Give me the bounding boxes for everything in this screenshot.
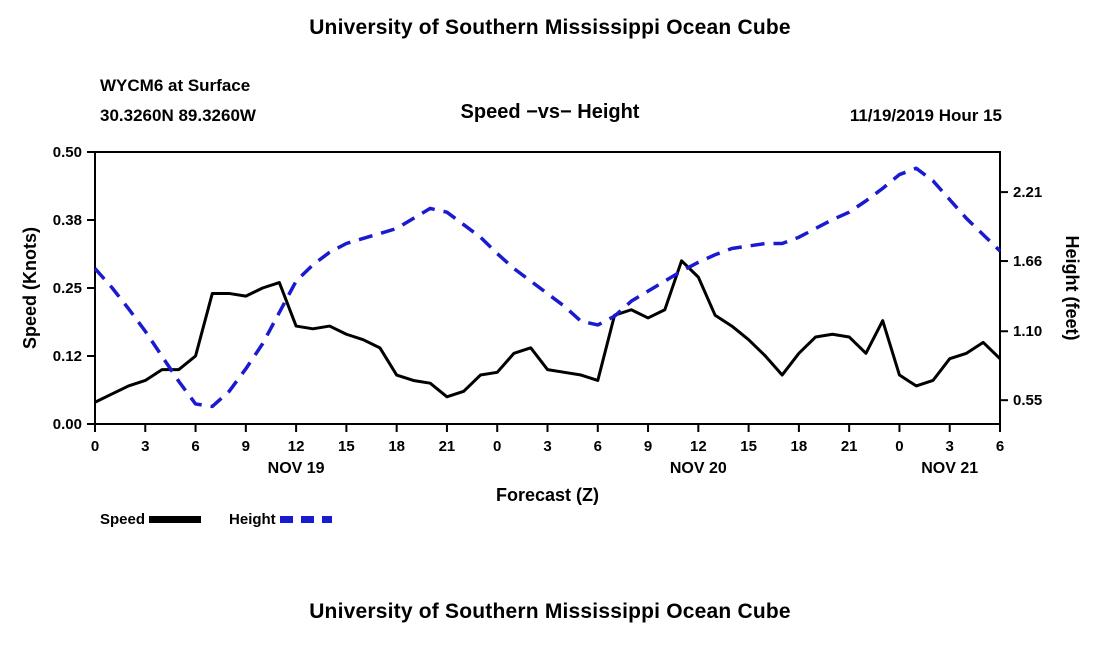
svg-text:12: 12	[690, 438, 707, 455]
svg-text:9: 9	[644, 438, 652, 455]
svg-text:3: 3	[946, 438, 954, 455]
svg-text:0.55: 0.55	[1013, 392, 1042, 409]
svg-text:0: 0	[91, 438, 99, 455]
legend-height-line-swatch	[279, 516, 332, 523]
legend-speed-label: Speed	[100, 511, 146, 528]
svg-text:3: 3	[141, 438, 149, 455]
svg-text:NOV 20: NOV 20	[670, 460, 727, 477]
coordinates-label: 30.3260N 89.3260W	[100, 106, 256, 125]
station-label: WYCM6 at Surface	[100, 76, 251, 95]
svg-text:6: 6	[191, 438, 199, 455]
svg-text:0.50: 0.50	[53, 144, 82, 161]
svg-text:Speed (Knots): Speed (Knots)	[20, 227, 40, 349]
svg-text:0.00: 0.00	[53, 416, 82, 433]
page-title-bottom: University of Southern Mississippi Ocean…	[309, 600, 791, 623]
page-title-top: University of Southern Mississippi Ocean…	[309, 16, 791, 39]
svg-text:12: 12	[288, 438, 305, 455]
svg-text:15: 15	[338, 438, 355, 455]
svg-text:9: 9	[242, 438, 250, 455]
svg-text:18: 18	[791, 438, 808, 455]
svg-text:Forecast (Z): Forecast (Z)	[496, 485, 599, 505]
svg-text:1.10: 1.10	[1013, 323, 1042, 340]
legend-speed-line-swatch	[149, 516, 202, 523]
svg-text:21: 21	[439, 438, 456, 455]
svg-text:6: 6	[594, 438, 602, 455]
svg-text:15: 15	[740, 438, 757, 455]
svg-text:0.25: 0.25	[53, 280, 82, 297]
svg-text:NOV 19: NOV 19	[268, 460, 325, 477]
chart-legend: Speed Height	[100, 511, 360, 528]
svg-text:2.21: 2.21	[1013, 184, 1042, 201]
chart-canvas: 0.00 0.12 0.25 0.38 0.50 0.55 1.10 1.66 2.21 0 3 6 9…	[20, 144, 1082, 505]
svg-text:6: 6	[996, 438, 1004, 455]
svg-text:21: 21	[841, 438, 858, 455]
svg-text:0: 0	[493, 438, 501, 455]
series-line-speed	[94, 259, 1002, 404]
svg-text:Height (feet): Height (feet)	[1062, 236, 1082, 341]
svg-text:3: 3	[543, 438, 551, 455]
svg-text:0.38: 0.38	[53, 212, 82, 229]
svg-text:1.66: 1.66	[1013, 253, 1042, 270]
svg-text:18: 18	[388, 438, 405, 455]
svg-text:0.12: 0.12	[53, 348, 82, 365]
svg-text:NOV 21: NOV 21	[921, 460, 978, 477]
datetime-label: 11/19/2019 Hour 15	[849, 106, 1002, 125]
series-line-height	[93, 166, 1002, 409]
legend-height-label: Height	[229, 511, 276, 528]
svg-text:0: 0	[895, 438, 903, 455]
chart-title: Speed −vs− Height	[460, 101, 640, 123]
